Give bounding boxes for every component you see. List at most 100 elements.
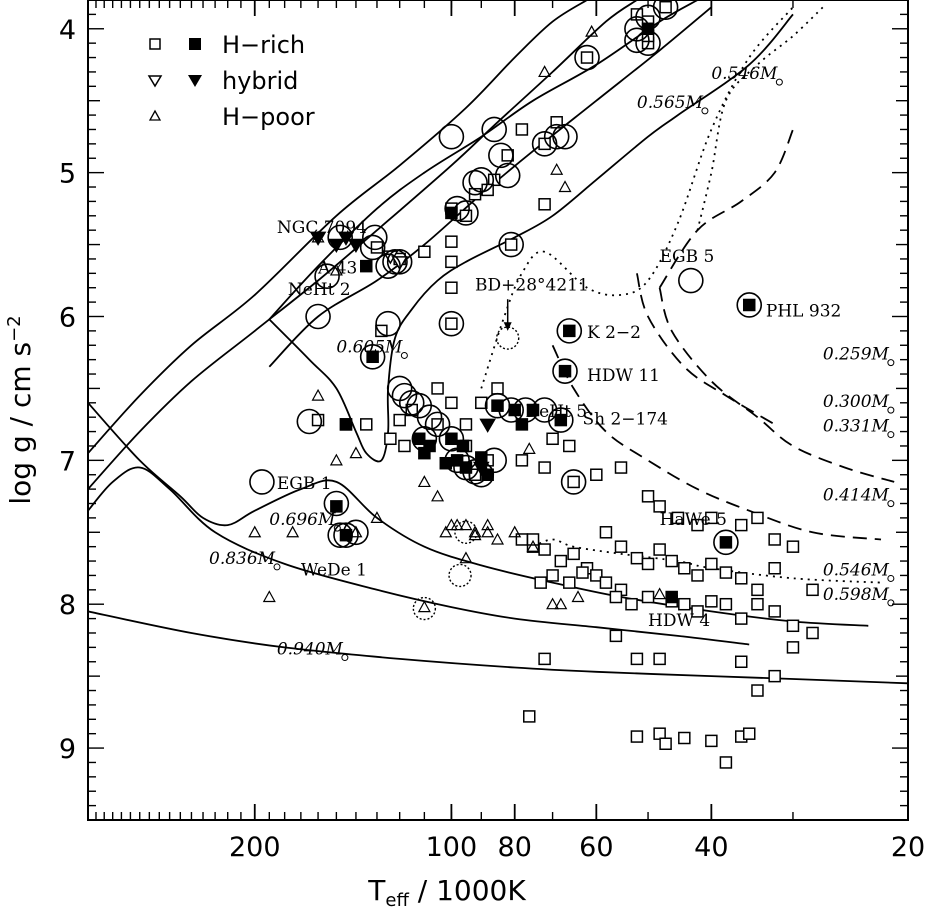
filled-square-point-12 — [515, 418, 529, 431]
circle-point-57 — [359, 234, 386, 261]
open-triangle-up-point-3 — [349, 446, 363, 459]
open-square-point-18 — [691, 518, 704, 532]
object-label-1: A 43 — [317, 258, 357, 278]
open-square-point-40 — [599, 576, 613, 589]
annotations: 0.940M 0.836M 0.696M 0.605M 0.565M 0.546M 0.25… — [209, 64, 895, 662]
object-label-11: WeDe 1 — [301, 560, 367, 580]
circle-point-6 — [375, 310, 401, 337]
open-square-point-64 — [768, 669, 781, 683]
circle-point-19 — [468, 461, 495, 488]
object-label-5: PHL 932 — [766, 301, 841, 321]
legend-label-0: H−rich — [222, 31, 305, 59]
open-square-point-113 — [398, 439, 411, 453]
open-square-point-84 — [659, 0, 672, 14]
circle-point-9 — [391, 382, 418, 409]
open-square-point-79 — [742, 727, 756, 740]
open-triangle-up-point-8 — [248, 525, 262, 538]
track-label-5: 0.546M — [711, 64, 778, 84]
filled-square-point-15 — [558, 364, 572, 378]
object-label-0: NGC 7094 — [277, 218, 367, 238]
track-label-8: 0.331M — [823, 417, 890, 437]
open-square-point-65 — [751, 684, 764, 697]
circle-point-18 — [462, 459, 488, 485]
legend-label-1: hybrid — [222, 67, 298, 95]
open-triangle-up-point-0 — [311, 230, 325, 243]
series-circle — [249, 0, 763, 556]
open-triangle-up-point-29 — [558, 180, 572, 193]
filled-square-point-17 — [330, 500, 343, 513]
open-square-point-66 — [734, 655, 748, 669]
filled-square-point-21 — [742, 298, 756, 312]
circle-point-26 — [552, 358, 578, 384]
open-square-point-0 — [393, 413, 406, 427]
sun-symbol-11 — [887, 599, 895, 607]
open-triangle-up-point-6 — [349, 525, 363, 538]
open-square-point-26 — [641, 557, 655, 571]
sun-symbol-2 — [333, 524, 341, 532]
open-square-point-14 — [614, 461, 628, 474]
circle-point-0 — [305, 303, 331, 330]
circle-point-29 — [574, 44, 600, 71]
track-label-11: 0.598M — [823, 585, 890, 605]
track-label-4: 0.565M — [637, 93, 704, 113]
x-tick-label-2: 80 — [498, 832, 532, 863]
circle-point-58 — [438, 123, 465, 150]
open-square-point-106 — [360, 418, 373, 431]
open-square-point-47 — [546, 569, 559, 582]
open-square-point-52 — [641, 590, 655, 604]
open-square-point-9 — [515, 454, 529, 467]
open-triangle-up-point-15 — [481, 525, 495, 538]
open-triangle-up-point-31 — [459, 551, 473, 564]
x-tick-label-4: 40 — [694, 832, 728, 863]
circle-point-23 — [512, 397, 539, 423]
bd-arrow-head — [503, 322, 512, 331]
open-square-point-30 — [691, 569, 704, 582]
circle-point-22 — [498, 397, 524, 423]
object-label-13: HDW 4 — [648, 611, 710, 631]
open-square-point-111 — [526, 533, 540, 546]
open-square-point-4 — [491, 382, 504, 395]
open-square-point-21 — [751, 511, 764, 525]
sun-symbol-3 — [400, 351, 408, 359]
filled-triangle-down-point-5 — [479, 418, 496, 433]
open-square-point-70 — [538, 652, 551, 666]
open-triangle-up-point-27 — [585, 24, 599, 37]
open-square-point-109 — [504, 238, 518, 251]
track-label-9: 0.414M — [823, 486, 890, 506]
open-triangle-up-point-24 — [653, 587, 667, 600]
dotted-circle-point-1 — [448, 563, 472, 588]
open-square-point-110 — [546, 432, 559, 446]
track-label-6: 0.259M — [823, 345, 890, 365]
open-square-point-112 — [534, 576, 547, 589]
circle-point-44 — [444, 195, 470, 222]
circle-point-31 — [624, 27, 650, 54]
open-square-point-2 — [459, 418, 473, 431]
circle-point-51 — [249, 469, 275, 495]
open-square-point-27 — [653, 543, 666, 556]
dotted-circle-point-3 — [454, 520, 478, 544]
open-square-point-3 — [475, 396, 488, 410]
legend-entry-0: H−rich — [149, 31, 305, 59]
y-tick-label-1: 5 — [59, 159, 76, 190]
series-open-triangle-up — [248, 24, 667, 613]
track-line-4 — [480, 6, 794, 389]
track-line-1 — [88, 466, 750, 646]
circle-point-54 — [386, 249, 413, 275]
track-line-3 — [268, 13, 794, 463]
open-square-point-97 — [445, 281, 458, 294]
object-label-6: K 2−2 — [587, 323, 641, 343]
open-square-point-28 — [665, 554, 678, 568]
open-triangle-up-point-25 — [522, 442, 536, 454]
legend-open-triangle-up — [148, 109, 162, 121]
open-triangle-up-point-17 — [508, 525, 522, 538]
open-square-point-72 — [630, 730, 644, 743]
filled-square-point-25 — [418, 446, 431, 460]
open-square-point-29 — [678, 561, 691, 575]
filled-square-point-1 — [366, 350, 379, 364]
circle-point-27 — [548, 407, 574, 433]
sun-symbol-4 — [701, 107, 709, 115]
open-triangle-up-point-28 — [550, 163, 564, 175]
sun-symbol-5 — [775, 78, 783, 86]
filled-square-point-14 — [563, 324, 576, 338]
